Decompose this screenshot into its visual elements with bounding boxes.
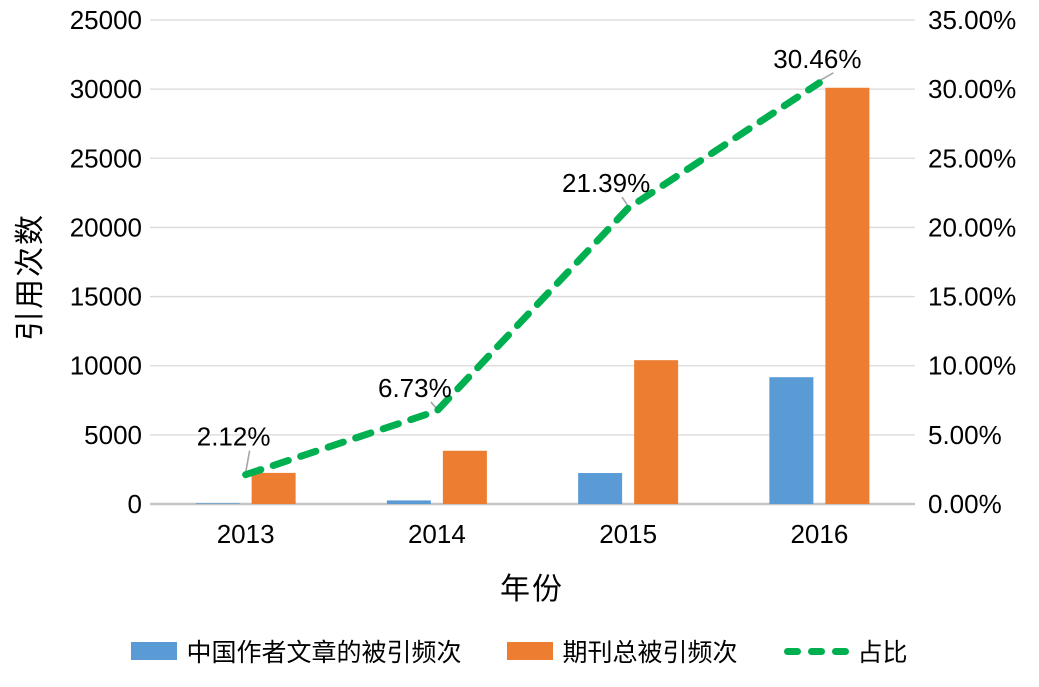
bar-series1-2014 xyxy=(442,450,487,504)
data-label: 21.39% xyxy=(562,168,650,198)
right-axis-tick-label: 10.00% xyxy=(928,351,1016,381)
left-axis-tick-label: 20000 xyxy=(70,212,142,242)
right-axis-tick-label: 5.00% xyxy=(928,420,1002,450)
x-tick-label: 2013 xyxy=(217,519,275,549)
right-axis-tick-label: 15.00% xyxy=(928,282,1016,312)
data-label: 2.12% xyxy=(197,422,271,452)
legend-item-ratio: 占比 xyxy=(783,633,908,669)
x-axis-title: 年份 xyxy=(500,573,564,606)
y-axis-title: 引用次数 xyxy=(14,213,47,341)
right-axis-tick-label: 20.00% xyxy=(928,212,1016,242)
legend-dash xyxy=(831,647,849,655)
left-axis-tick-label: 10000 xyxy=(70,351,142,381)
bar-series0-2015 xyxy=(578,473,623,504)
ratio-line xyxy=(242,79,823,479)
right-axis-tick-label: 0.00% xyxy=(928,489,1002,519)
legend-label-china-citations: 中国作者文章的被引频次 xyxy=(186,639,462,667)
bar-series0-2016 xyxy=(769,377,814,504)
legend-swatch-blue-bar xyxy=(131,642,178,660)
right-axis-tick-label: 35.00% xyxy=(928,5,1016,35)
legend-swatch-green-dashed-line xyxy=(783,647,849,655)
x-tick-label: 2016 xyxy=(790,519,848,549)
bar-series1-2016 xyxy=(825,87,870,504)
legend-dash xyxy=(807,647,825,655)
data-label-leader xyxy=(621,196,629,207)
data-label: 30.46% xyxy=(773,44,861,74)
right-axis-tick-label: 30.00% xyxy=(928,74,1016,104)
left-axis-tick-label: 25000 xyxy=(70,5,142,35)
legend-item-china-citations: 中国作者文章的被引频次 xyxy=(131,633,461,669)
data-label-leader xyxy=(244,450,251,473)
left-axis-tick-label: 5000 xyxy=(84,420,142,450)
left-axis-tick-label: 30000 xyxy=(70,74,142,104)
left-axis-tick-label: 25000 xyxy=(70,143,142,173)
legend-item-journal-total-citations: 期刊总被引频次 xyxy=(507,633,738,669)
bar-series1-2015 xyxy=(634,360,679,504)
right-axis-tick-label: 25.00% xyxy=(928,143,1016,173)
legend-swatch-orange-bar xyxy=(507,642,554,660)
legend-label-journal-total-citations: 期刊总被引频次 xyxy=(562,639,738,667)
legend-label-ratio: 占比 xyxy=(857,639,908,667)
x-tick-label: 2015 xyxy=(599,519,657,549)
data-label-leader xyxy=(818,72,834,82)
left-axis-tick-label: 15000 xyxy=(70,282,142,312)
left-axis-tick-label: 0 xyxy=(128,489,142,519)
x-tick-label: 2014 xyxy=(408,519,466,549)
bar-series0-2013 xyxy=(195,503,240,504)
bar-series1-2013 xyxy=(251,472,296,504)
bar-series0-2014 xyxy=(386,500,431,504)
legend-dash xyxy=(783,647,801,655)
legend: 中国作者文章的被引频次 期刊总被引频次 占比 xyxy=(0,633,1039,669)
data-label: 6.73% xyxy=(378,373,452,403)
